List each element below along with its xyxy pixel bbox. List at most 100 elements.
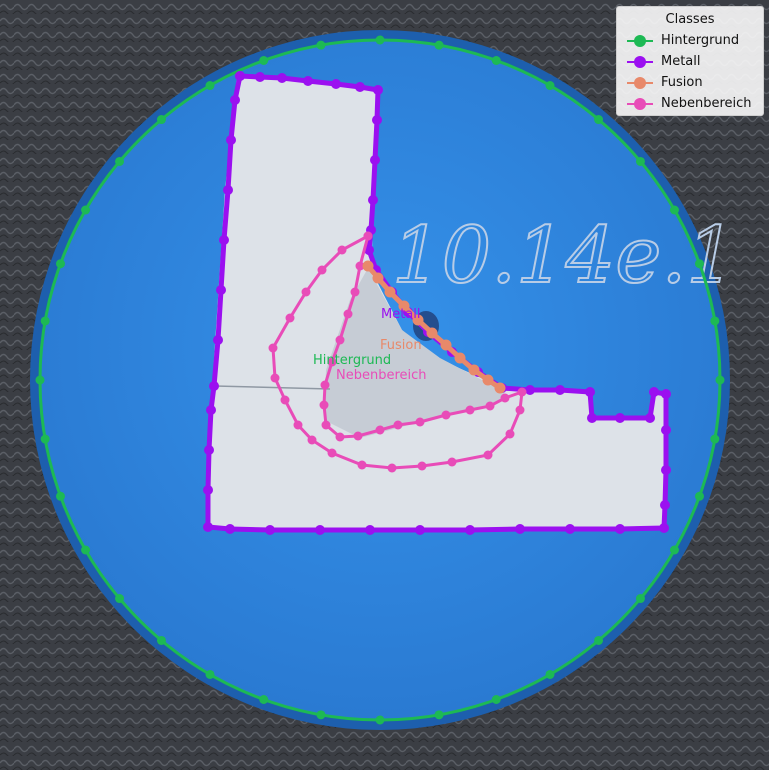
hintergrund-point <box>545 81 555 91</box>
legend-item-fusion: Fusion <box>617 74 763 92</box>
hintergrund-point <box>316 40 326 50</box>
legend-marker-hintergrund <box>627 35 653 47</box>
engraved-sample-id: 10.14e.1 <box>392 211 736 301</box>
metall-point <box>372 115 382 125</box>
fusion-point <box>362 260 374 272</box>
metall-point <box>515 524 525 534</box>
metall-point <box>555 385 565 395</box>
hintergrund-point <box>434 40 444 50</box>
metall-point <box>206 405 216 415</box>
metall-point <box>661 389 671 399</box>
legend-marker-fusion <box>627 77 653 89</box>
metall-point <box>415 525 425 535</box>
metall-point <box>364 245 374 255</box>
metall-point <box>645 413 655 423</box>
hintergrund-point <box>669 205 679 215</box>
nebenbereich-point <box>301 287 311 297</box>
hintergrund-point <box>635 594 645 604</box>
metall-point <box>585 387 595 397</box>
hintergrund-point <box>694 491 704 501</box>
fusion-point <box>372 272 384 284</box>
metall-point <box>219 235 229 245</box>
nebenbereich-point <box>343 309 353 319</box>
metall-point <box>315 525 325 535</box>
nebenbereich-point <box>268 343 278 353</box>
metall-point <box>661 425 671 435</box>
legend-label-hintergrund: Hintergrund <box>661 33 740 48</box>
fusion-point <box>494 382 506 394</box>
fusion-point <box>440 339 452 351</box>
hintergrund-point <box>669 545 679 555</box>
nebenbereich-point <box>417 461 427 471</box>
fusion-point <box>454 352 466 364</box>
metall-point <box>235 71 245 81</box>
label-fusion: Fusion <box>380 338 422 353</box>
nebenbereich-point <box>387 463 397 473</box>
metall-point <box>225 524 235 534</box>
nebenbereich-point <box>505 429 515 439</box>
hintergrund-point <box>710 316 720 326</box>
metall-point <box>661 465 671 475</box>
nebenbereich-point <box>465 405 475 415</box>
hintergrund-point <box>205 669 215 679</box>
hintergrund-point <box>259 56 269 66</box>
hintergrund-point <box>715 375 725 385</box>
hintergrund-point <box>635 156 645 166</box>
hintergrund-point <box>40 316 50 326</box>
metall-contour <box>205 73 669 533</box>
hintergrund-point <box>81 545 91 555</box>
nebenbereich-point <box>317 265 327 275</box>
metall-point <box>370 155 380 165</box>
label-nebenbereich: Nebenbereich <box>336 368 427 383</box>
hintergrund-point <box>259 694 269 704</box>
nebenbereich-point <box>280 395 290 405</box>
metall-point <box>331 79 341 89</box>
metall-point <box>230 95 240 105</box>
metall-point <box>465 525 475 535</box>
nebenbereich-point <box>327 448 337 458</box>
legend-marker-nebenbereich <box>627 98 653 110</box>
nebenbereich-point <box>350 287 360 297</box>
nebenbereich-point <box>337 245 347 255</box>
hintergrund-point <box>115 594 125 604</box>
hintergrund-point <box>694 259 704 269</box>
fusion-point <box>426 327 438 339</box>
label-hintergrund: Hintergrund <box>313 353 391 368</box>
hintergrund-point <box>156 635 166 645</box>
metall-point <box>216 285 226 295</box>
metall-point <box>365 525 375 535</box>
nebenbereich-point <box>357 460 367 470</box>
joint-line <box>214 385 331 390</box>
hintergrund-point <box>316 710 326 720</box>
hintergrund-point <box>375 35 385 45</box>
hintergrund-point <box>56 259 66 269</box>
nebenbereich-point <box>515 405 525 415</box>
nebenbereich-points <box>268 231 527 473</box>
metall-point <box>265 525 275 535</box>
nebenbereich-point <box>335 335 345 345</box>
nebenbereich-point <box>327 357 337 367</box>
metall-point <box>203 522 213 532</box>
nebenbereich-point <box>485 401 495 411</box>
legend-marker-metall <box>627 56 653 68</box>
metall-point <box>213 335 223 345</box>
metall-point <box>660 500 670 510</box>
metall-point <box>525 385 535 395</box>
nebenbereich-point <box>393 420 403 430</box>
hintergrund-point <box>594 115 604 125</box>
metall-point <box>255 72 265 82</box>
hintergrund-point <box>545 669 555 679</box>
metall-point <box>226 135 236 145</box>
nebenbereich-point <box>517 387 527 397</box>
nebenbereich-point <box>441 410 451 420</box>
hintergrund-point <box>81 205 91 215</box>
nebenbereich-point <box>321 420 331 430</box>
nebenbereich-point <box>355 261 365 271</box>
fusion-point <box>398 300 410 312</box>
hintergrund-point <box>40 434 50 444</box>
hintergrund-point <box>491 694 501 704</box>
nebenbereich-point <box>363 231 373 241</box>
metall-point <box>659 523 669 533</box>
nebenbereich-point <box>483 450 493 460</box>
